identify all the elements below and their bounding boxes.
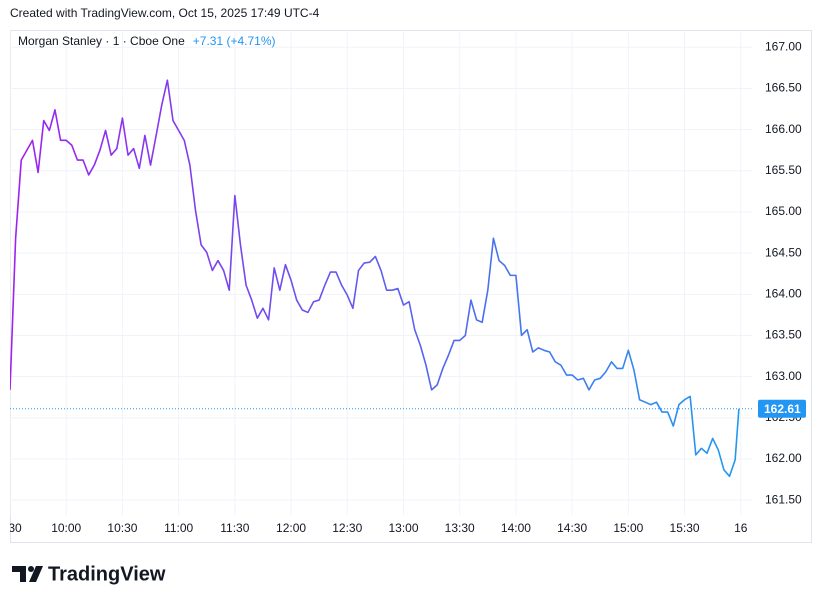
watermark: Created with TradingView.com, Oct 15, 20… xyxy=(10,6,320,20)
x-tick-label: 13:30 xyxy=(445,521,475,535)
legend-entry: Morgan Stanley · 1 · Cboe One xyxy=(18,34,185,48)
logo: TradingView xyxy=(12,563,166,585)
x-tick-label: 15:30 xyxy=(670,521,700,535)
time-axis: 9:30 10:00 10:30 11:00 11:30 12:00 12:30 13:00 1… xyxy=(0,521,748,535)
last-price-box xyxy=(758,399,806,418)
x-tick-label: 12:00 xyxy=(276,521,306,535)
grid xyxy=(10,30,752,515)
y-tick-label: 161.50 xyxy=(765,492,802,506)
x-tick-label: 9:30 xyxy=(0,521,22,535)
x-tick-label: 11:00 xyxy=(164,521,193,535)
y-tick-label: 163.00 xyxy=(765,369,802,383)
y-tick-label: 164.00 xyxy=(765,286,802,300)
plot xyxy=(10,79,752,478)
y-tick-label: 162.00 xyxy=(765,451,802,465)
y-tick-label: 167.00 xyxy=(765,39,802,53)
logo-text: TradingView xyxy=(48,563,166,585)
x-tick-label: 16 xyxy=(734,521,748,535)
legend-change: +7.31 (+4.71%) xyxy=(193,34,276,48)
y-tick-label: 164.50 xyxy=(765,245,802,259)
x-tick-label: 12:30 xyxy=(332,521,362,535)
y-tick-label: 163.50 xyxy=(765,328,802,342)
y-tick-label: 165.50 xyxy=(765,163,802,177)
x-tick-label: 14:00 xyxy=(501,521,531,535)
y-tick-label: 166.50 xyxy=(765,81,802,95)
x-tick-label: 13:00 xyxy=(388,521,418,535)
y-tick-label: 165.00 xyxy=(765,204,802,218)
logo-icon xyxy=(29,566,43,582)
price-axis: 161.50162.00162.50163.00163.50164.00164.… xyxy=(758,39,806,506)
last-price-label: 162.61 xyxy=(764,402,801,416)
x-tick-label: 10:00 xyxy=(51,521,81,535)
y-tick-label: 166.00 xyxy=(765,122,802,136)
logo-icon xyxy=(28,566,34,572)
x-tick-label: 15:00 xyxy=(613,521,643,535)
chart-frame xyxy=(10,30,812,543)
x-tick-label: 10:30 xyxy=(107,521,137,535)
logo-icon xyxy=(12,566,26,582)
x-tick-label: 14:30 xyxy=(557,521,587,535)
x-tick-label: 11:30 xyxy=(220,521,249,535)
price-line xyxy=(10,79,740,478)
